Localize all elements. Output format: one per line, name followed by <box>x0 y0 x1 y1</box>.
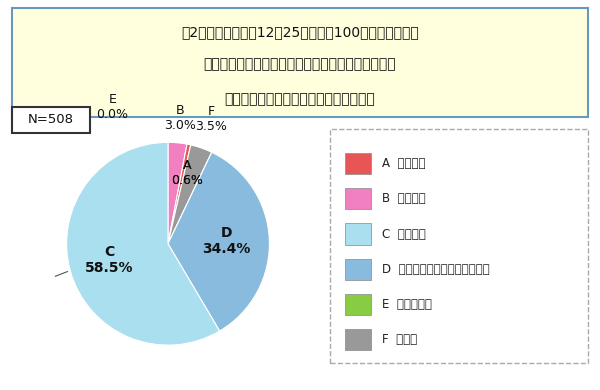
Text: N=508: N=508 <box>28 113 74 126</box>
Wedge shape <box>168 152 212 244</box>
FancyBboxPatch shape <box>330 129 588 363</box>
Text: A
0.6%: A 0.6% <box>171 159 203 187</box>
FancyBboxPatch shape <box>346 223 371 245</box>
FancyBboxPatch shape <box>346 153 371 174</box>
Text: C  期待以下: C 期待以下 <box>382 227 425 241</box>
Text: 期待に比べどうでしたか。【単数回答】: 期待に比べどうでしたか。【単数回答】 <box>224 92 376 106</box>
FancyBboxPatch shape <box>346 259 371 280</box>
Text: D  そもそも期待していなかった: D そもそも期待していなかった <box>382 262 489 276</box>
FancyBboxPatch shape <box>346 294 371 315</box>
FancyBboxPatch shape <box>346 329 371 350</box>
Text: F
3.5%: F 3.5% <box>196 105 227 133</box>
Text: 現在までの菅政権は、あなたが発足時に抱いていた: 現在までの菅政権は、あなたが発足時に抱いていた <box>203 58 397 72</box>
Wedge shape <box>168 142 187 244</box>
Text: E
0.0%: E 0.0% <box>96 93 128 121</box>
Text: 問2．菅改造内閣は12月25日で発足100日を迎えます。: 問2．菅改造内閣は12月25日で発足100日を迎えます。 <box>181 25 419 39</box>
FancyBboxPatch shape <box>346 188 371 209</box>
Text: E  わからない: E わからない <box>382 298 431 311</box>
Wedge shape <box>168 144 191 244</box>
FancyBboxPatch shape <box>12 107 90 133</box>
Text: F  無回答: F 無回答 <box>382 333 417 346</box>
Text: B
3.0%: B 3.0% <box>164 104 196 131</box>
Text: D
34.4%: D 34.4% <box>203 226 251 256</box>
Wedge shape <box>168 145 212 244</box>
Wedge shape <box>67 142 220 345</box>
Wedge shape <box>168 152 269 331</box>
Text: A  期待以上: A 期待以上 <box>382 157 425 170</box>
Text: C
58.5%: C 58.5% <box>85 245 134 275</box>
FancyBboxPatch shape <box>12 8 588 117</box>
Text: A
0.6%: A 0.6% <box>171 159 203 187</box>
Text: B  期待通り: B 期待通り <box>382 192 425 206</box>
